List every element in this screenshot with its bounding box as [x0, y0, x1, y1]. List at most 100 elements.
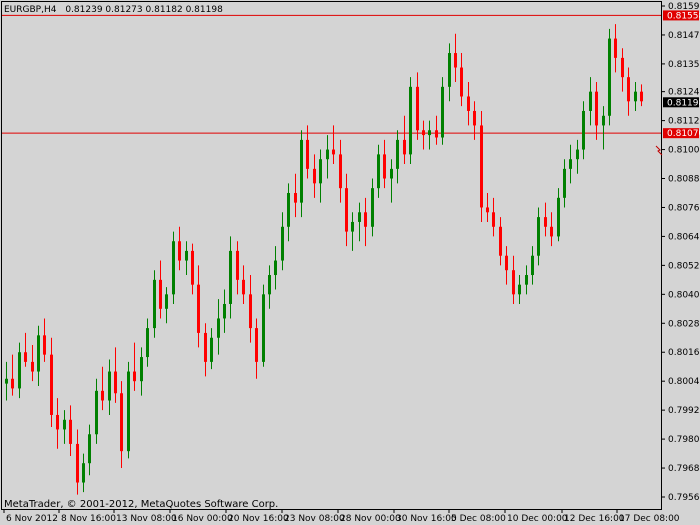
candle-body [422, 130, 425, 136]
bear-candle [435, 115, 438, 145]
candle-body [165, 294, 168, 309]
plot-area [1, 1, 662, 510]
bull-candle [165, 287, 168, 324]
candle-body [460, 67, 463, 97]
candle-body [531, 255, 534, 276]
bull-candle [82, 453, 85, 493]
candle-body [499, 226, 502, 256]
bull-candle [569, 144, 572, 184]
candle-body [377, 154, 380, 189]
x-tick-label: 17 Dec 08:00 [619, 514, 680, 524]
bear-candle [76, 429, 79, 495]
candle-body [146, 328, 149, 358]
cursor-icon [655, 145, 663, 156]
candle-body [454, 53, 457, 68]
x-tick-label: 13 Nov 08:00 [116, 514, 177, 524]
bear-candle [255, 318, 258, 379]
bull-candle [377, 144, 380, 198]
candle-body [43, 335, 46, 355]
bull-candle [229, 236, 232, 319]
x-tick-label: 28 Nov 00:00 [340, 514, 401, 524]
candle-body [435, 130, 438, 138]
x-tick-label: 30 Nov 16:00 [396, 514, 457, 524]
bull-candle [140, 347, 143, 396]
candle-body [319, 159, 322, 184]
bear-candle [56, 398, 59, 449]
candle-body [640, 91, 643, 102]
bull-candle [351, 212, 354, 251]
candle-body [582, 110, 585, 150]
x-tick-label: 10 Dec 00:00 [507, 514, 568, 524]
candle-body [416, 86, 419, 131]
candle-body [11, 378, 14, 389]
candle-body [101, 390, 104, 401]
bear-candle [204, 323, 207, 377]
candle-body [249, 294, 252, 329]
bear-candle [31, 344, 34, 382]
candle-body [505, 255, 508, 271]
bull-candle [448, 43, 451, 102]
bear-candle [403, 115, 406, 165]
candle-body [108, 371, 111, 401]
bull-candle [274, 246, 277, 290]
bull-candle [537, 207, 540, 266]
candle-body [178, 241, 181, 261]
candle-body [281, 226, 284, 261]
bull-candle [390, 159, 393, 203]
level-tag [663, 10, 699, 21]
horizontal-lines[interactable] [2, 14, 661, 134]
bear-candle [473, 101, 476, 140]
bull-candle [127, 361, 130, 459]
bull-candle [589, 77, 592, 126]
bull-candle [172, 231, 175, 304]
bear-candle [627, 67, 630, 116]
candle-body [217, 318, 220, 338]
bear-candle [614, 24, 617, 73]
candle-body [332, 149, 335, 155]
level-tag [663, 128, 699, 139]
bear-candle [345, 173, 348, 247]
candle-body [550, 226, 553, 237]
bear-candle [101, 366, 104, 411]
bull-candle [217, 299, 220, 355]
bull-candle [37, 325, 40, 387]
bear-candle [69, 405, 72, 456]
bull-candle [223, 289, 226, 333]
candle-body [313, 168, 316, 184]
bear-candle [236, 241, 239, 295]
bull-candle [287, 183, 290, 242]
candle-body [37, 335, 40, 372]
candle-body [69, 419, 72, 444]
bear-candle [422, 120, 425, 150]
candle-body [627, 77, 630, 102]
candle-body [197, 284, 200, 333]
candle-body [140, 357, 143, 382]
candle-body [133, 371, 136, 382]
bear-candle [512, 255, 515, 304]
candle-body [544, 217, 547, 227]
bear-candle [416, 72, 419, 140]
candle-body [351, 221, 354, 232]
candle-body [602, 115, 605, 126]
bull-candle [409, 77, 412, 165]
level-tag-label: 0.81558 [667, 11, 700, 21]
candle-body [358, 212, 361, 222]
candle-body [473, 110, 476, 126]
candle-body [595, 91, 598, 126]
bear-candle [486, 192, 489, 222]
x-tick-label: 20 Nov 16:00 [228, 514, 289, 524]
bull-candle [634, 82, 637, 111]
bear-candle [332, 125, 335, 165]
candle-body [345, 188, 348, 232]
candle-body [486, 207, 489, 213]
bear-candle [11, 354, 14, 396]
